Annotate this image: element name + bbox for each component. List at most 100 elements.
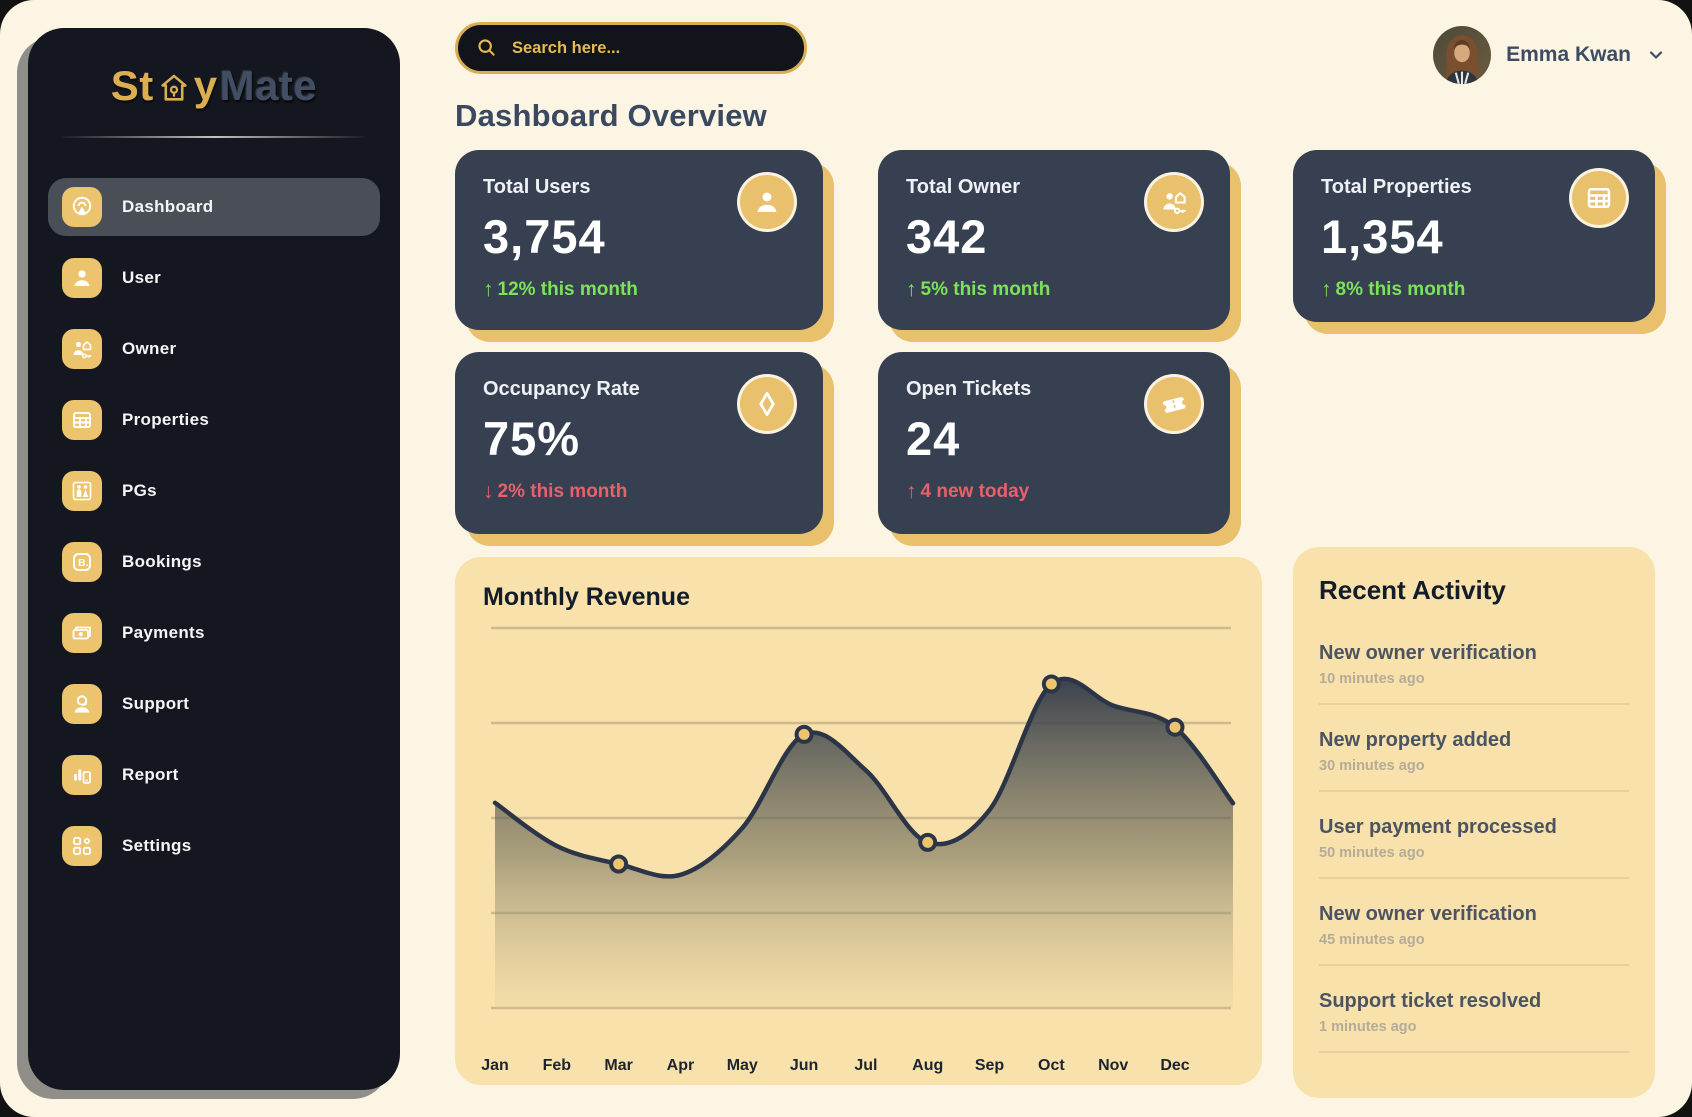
- chart-title: Monthly Revenue: [483, 583, 690, 611]
- pgs-icon: [62, 471, 102, 511]
- logo-divider: [62, 136, 366, 138]
- sidebar-item-label: Properties: [122, 410, 210, 429]
- owner-house-key-icon: [1144, 172, 1204, 232]
- activity-timestamp: 50 minutes ago: [1319, 845, 1425, 861]
- activity-label: New property added: [1319, 729, 1512, 751]
- brand-logo-text-slate: Mate: [219, 62, 318, 109]
- sidebar-item-pgs[interactable]: PGs: [48, 462, 380, 520]
- brand-logo: St y Mate: [28, 62, 400, 110]
- sidebar-item-label: Dashboard: [122, 197, 214, 216]
- activity-item: New property added 30 minutes ago: [1319, 719, 1629, 792]
- stat-value: 342: [906, 210, 988, 263]
- sidebar-item-label: PGs: [122, 481, 157, 500]
- diamond-icon: [737, 374, 797, 434]
- revenue-area: [495, 678, 1233, 1008]
- data-point-marker: [1165, 717, 1185, 737]
- sidebar-item-user[interactable]: User: [48, 249, 380, 307]
- stat-value: 75%: [483, 412, 581, 465]
- recent-activity-title: Recent Activity: [1319, 575, 1506, 605]
- sidebar: St y Mate Dashboard User: [28, 28, 400, 1090]
- house-pin-icon: [161, 74, 187, 101]
- settings-icon: [62, 826, 102, 866]
- stat-card-total-users: Total Users 3,754 ↑ 12% this month: [455, 150, 823, 330]
- arrow-up-icon: ↑: [483, 278, 494, 301]
- stat-delta: ↑ 8% this month: [1321, 278, 1466, 301]
- activity-item: New owner verification 10 minutes ago: [1319, 632, 1629, 705]
- x-axis-label: Oct: [1038, 1057, 1065, 1074]
- sidebar-item-label: Report: [122, 765, 179, 784]
- payments-icon: [62, 613, 102, 653]
- sidebar-item-settings[interactable]: Settings: [48, 817, 380, 875]
- sidebar-item-label: Payments: [122, 623, 205, 642]
- x-axis-label: Aug: [912, 1057, 943, 1074]
- data-point-marker: [609, 854, 629, 874]
- x-axis-label: Jul: [854, 1057, 877, 1074]
- stat-card-occupancy-rate: Occupancy Rate 75% ↓ 2% this month: [455, 352, 823, 534]
- bookings-icon: B.: [62, 542, 102, 582]
- stat-delta: ↑ 12% this month: [483, 278, 638, 301]
- owner-icon: [62, 329, 102, 369]
- stat-delta: ↑ 4 new today: [906, 480, 1030, 503]
- stat-card-total-properties: Total Properties 1,354 ↑ 8% this month: [1293, 150, 1655, 322]
- activity-label: Support ticket resolved: [1319, 990, 1542, 1012]
- x-axis-label: Nov: [1098, 1057, 1128, 1074]
- x-axis-label: May: [727, 1057, 758, 1074]
- sidebar-item-label: Support: [122, 694, 190, 713]
- brand-logo-text-gold2: y: [193, 62, 218, 109]
- brand-logo-text-gold: St: [110, 62, 154, 109]
- recent-activity-panel: Recent Activity New owner verification 1…: [1293, 547, 1655, 1098]
- activity-label: New owner verification: [1319, 903, 1537, 925]
- sidebar-item-report[interactable]: Report: [48, 746, 380, 804]
- stat-delta: ↓ 2% this month: [483, 480, 628, 503]
- activity-timestamp: 45 minutes ago: [1319, 932, 1425, 948]
- svg-text:B.: B.: [78, 557, 89, 569]
- monthly-revenue-card: Monthly Revenue Jan Feb Mar Apr May Jun Jul Aug…: [455, 557, 1262, 1085]
- activity-label: User payment processed: [1319, 816, 1557, 838]
- search-bar[interactable]: [455, 22, 807, 74]
- user-name: Emma Kwan: [1506, 43, 1631, 66]
- ticket-icon: [1144, 374, 1204, 434]
- sidebar-item-label: Owner: [122, 339, 177, 358]
- dashboard-icon: [62, 187, 102, 227]
- report-icon: [62, 755, 102, 795]
- x-axis-label: Dec: [1160, 1057, 1189, 1074]
- x-axis-label: Feb: [543, 1057, 572, 1074]
- search-input[interactable]: [510, 37, 786, 59]
- activity-item: New owner verification 45 minutes ago: [1319, 893, 1629, 966]
- sidebar-item-support[interactable]: Support: [48, 675, 380, 733]
- sidebar-item-label: Settings: [122, 836, 192, 855]
- sidebar-item-owner[interactable]: Owner: [48, 320, 380, 378]
- user-profile-menu[interactable]: Emma Kwan: [1433, 26, 1666, 84]
- sidebar-item-bookings[interactable]: B. Bookings: [48, 533, 380, 591]
- revenue-area-chart: Jan Feb Mar Apr May Jun Jul Aug Sep Oct Nov Dec: [481, 626, 1236, 1074]
- user-icon: [62, 258, 102, 298]
- stat-card-total-owner: Total Owner 342 ↑ 5% this month: [878, 150, 1230, 330]
- sidebar-nav: Dashboard User Owner Properties: [28, 178, 400, 875]
- sidebar-item-label: Bookings: [122, 552, 202, 571]
- table-icon: [1569, 168, 1629, 228]
- avatar[interactable]: [1433, 26, 1492, 84]
- data-point-marker: [794, 724, 814, 744]
- stat-delta: ↑ 5% this month: [906, 278, 1051, 301]
- sidebar-item-payments[interactable]: Payments: [48, 604, 380, 662]
- x-axis-label: Apr: [667, 1057, 695, 1074]
- activity-label: New owner verification: [1319, 642, 1537, 664]
- search-icon: [478, 39, 495, 56]
- page-title: Dashboard Overview: [455, 98, 767, 133]
- activity-timestamp: 1 minutes ago: [1319, 1019, 1417, 1035]
- sidebar-item-properties[interactable]: Properties: [48, 391, 380, 449]
- activity-item: User payment processed 50 minutes ago: [1319, 806, 1629, 879]
- arrow-up-icon: ↑: [906, 278, 917, 301]
- x-axis-label: Mar: [604, 1057, 632, 1074]
- support-icon: [62, 684, 102, 724]
- stat-title: Open Tickets: [906, 378, 1032, 400]
- chevron-down-icon[interactable]: [1646, 43, 1666, 68]
- stat-card-open-tickets: Open Tickets 24 ↑ 4 new today: [878, 352, 1230, 534]
- activity-timestamp: 10 minutes ago: [1319, 671, 1425, 687]
- data-point-marker: [918, 832, 938, 852]
- sidebar-item-dashboard[interactable]: Dashboard: [48, 178, 380, 236]
- stat-value: 1,354: [1321, 210, 1444, 263]
- arrow-up-icon: ↑: [1321, 278, 1332, 301]
- x-axis-label: Sep: [975, 1057, 1005, 1074]
- sidebar-item-label: User: [122, 268, 162, 287]
